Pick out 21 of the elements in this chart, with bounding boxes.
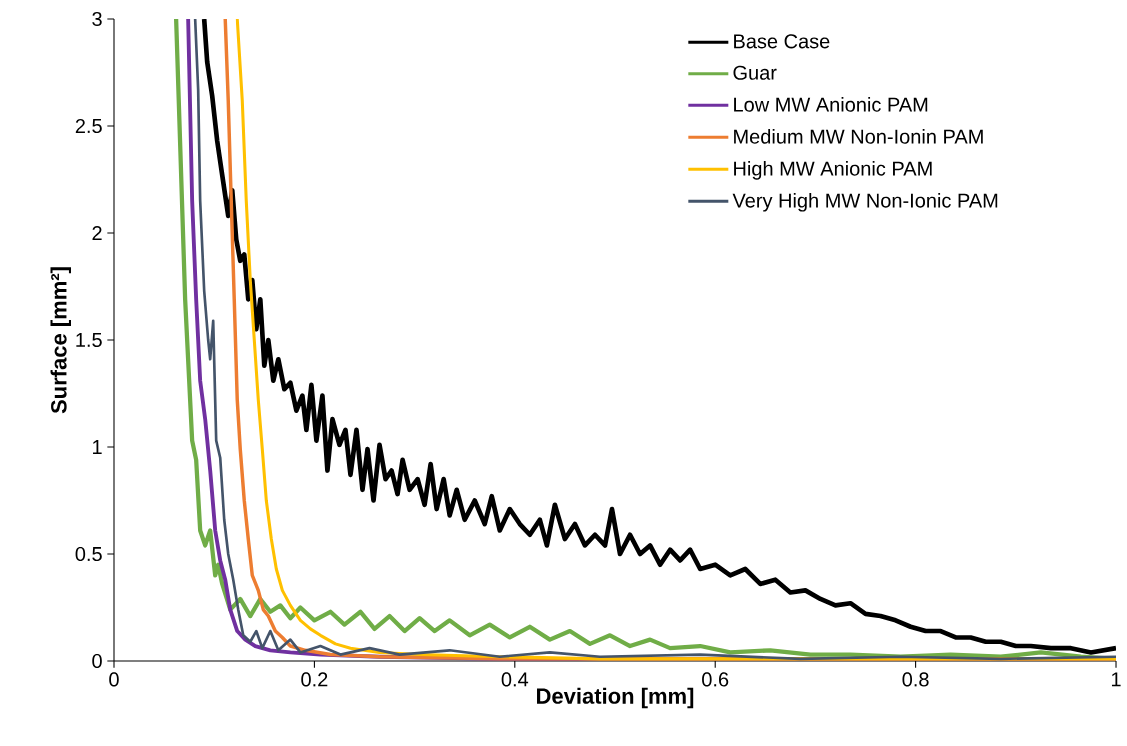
x-tick-label: 0 [109,672,119,687]
legend-label: Base Case [734,34,830,49]
y-tick-label: 2 [92,226,102,240]
x-tick-label: 0.6 [702,672,729,687]
y-tick-label: 1.5 [76,333,102,347]
y-axis-title: Surface [mm²] [50,267,71,414]
x-tick-label: 0.8 [902,672,929,687]
legend-label: Low MW Anionic PAM [734,97,928,112]
legend-label: Guar [733,65,777,80]
y-tick-label: 2.5 [75,118,102,134]
legend-label: Medium MW Non-Ionin PAM [734,129,983,144]
legend-label: Very High MW Non-Ionic PAM [732,192,998,212]
x-tick-label: 0.4 [501,672,529,687]
x-tick-label: 0.2 [301,672,328,687]
y-tick-label: 0 [92,653,102,669]
y-tick-label: 0.5 [75,546,102,562]
x-tick-label: 1 [1111,672,1121,687]
y-tick-label: 1 [93,440,102,454]
y-tick-label: 3 [92,11,102,27]
x-axis-title: Deviation [mm] [537,687,694,709]
legend-label: High MW Anionic PAM [734,161,932,180]
